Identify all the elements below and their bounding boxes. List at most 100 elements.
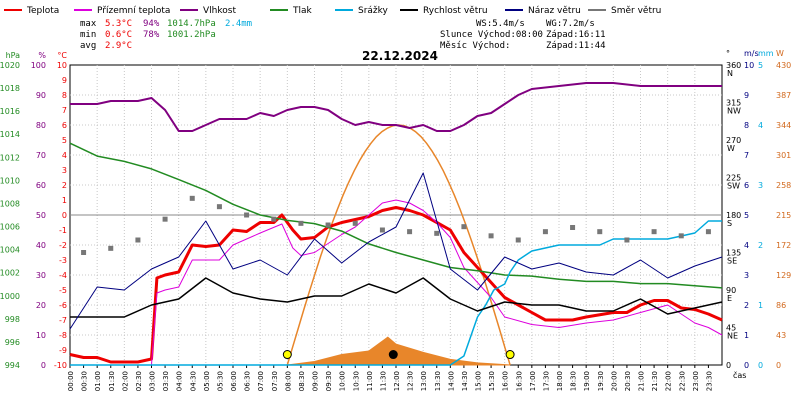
tick-wind: 0 [744,361,749,370]
wind-direction-point [461,224,467,230]
tick-temperature: -2 [59,241,67,250]
stats-temp: 2.9°C [105,41,132,51]
stats-label: avg [80,41,96,51]
wind-direction-point [515,237,521,243]
tick-solar: 344 [776,121,791,130]
tick-solar: 43 [776,331,786,340]
x-tick-label: 03:00 [149,371,157,391]
stats-panel: max 5.3°C 94% 1014.7hPa 2.4mm min 0.6°C 78% 1001… [80,19,606,51]
legend-label: Tlak [292,6,313,16]
left-axes: 1020101810161014101210101008100610041002… [0,51,67,370]
tick-wind: 5 [744,211,749,220]
wind-direction-point [325,222,331,228]
unit-direction: ° [726,49,730,58]
tick-wind: 8 [744,121,749,130]
tick-solar: 86 [776,301,786,310]
wind-direction-point [298,220,304,226]
tick-direction: 180 [726,211,741,220]
wind-direction-point [162,216,168,222]
tick-solar: 258 [776,181,791,190]
unit-wind: m/s [744,49,759,58]
legend-label: Rychlost větru [423,6,488,16]
stats-sun: Slunce Východ:08:00 [440,30,543,40]
tick-rain: 4 [758,121,763,130]
stats-pressure: 1001.2hPa [167,30,216,40]
sunrise-marker [282,350,292,360]
x-tick-label: 10:30 [352,371,360,391]
series-přízemní-teplota [70,199,723,366]
x-tick-label: 02:30 [135,371,143,391]
tick-rain: 2 [758,241,763,250]
tick-temperature: 8 [62,91,67,100]
tick-pressure: 1020 [0,61,20,70]
x-tick-label: 00:00 [67,371,75,391]
legend-label: Srážky [358,6,389,16]
tick-temperature: 10 [57,61,67,70]
x-tick-label: 03:30 [162,371,170,391]
tick-solar: 430 [776,61,791,70]
tick-solar: 172 [776,241,791,250]
series-teplota [69,206,723,364]
tick-percent: 100 [31,61,46,70]
x-tick-label: 20:00 [610,371,618,391]
compass-label: N [727,69,733,78]
time-axis: 00:00 00:30 01:00 01:30 02:00 02:30 03:00 03:30… [67,365,713,391]
unit-rain: mm [758,49,774,58]
unit-solar: W [776,49,784,58]
x-tick-label: 14:30 [461,371,469,391]
x-tick-label: 11:00 [366,371,374,391]
x-tick-label: 11:30 [379,371,387,391]
tick-temperature: 9 [62,76,67,85]
tick-pressure: 1012 [0,153,20,162]
x-tick-label: 16:30 [515,371,523,391]
tick-rain: 5 [758,61,763,70]
chart-title: 22.12.2024 [362,49,438,63]
tick-percent: 80 [36,121,46,130]
x-tick-label: 22:30 [678,371,686,391]
tick-direction: 135 [726,249,741,258]
x-tick-label: 01:30 [108,371,116,391]
compass-label: E [727,294,732,303]
x-tick-label: 23:30 [705,371,713,391]
tick-temperature: 2 [62,181,67,190]
wind-direction-point [379,227,385,233]
stats-sun-set: Západ:16:11 [546,30,606,40]
x-tick-label: 13:30 [434,371,442,391]
wind-direction-point [216,204,222,210]
stats-humidity: 78% [143,30,160,40]
series-vlhkost [70,82,722,132]
tick-wind: 3 [744,271,749,280]
x-tick-label: 17:30 [542,371,550,391]
tick-temperature: -8 [59,331,67,340]
tick-pressure: 1008 [0,199,20,208]
wind-direction-point [597,229,603,235]
wind-direction-point [271,216,277,222]
solar-radiation-area [287,336,511,366]
series-rychlost-větru [70,277,723,318]
x-tick-label: 13:00 [420,371,428,391]
tick-temperature: 7 [62,106,67,115]
stats-humidity: 94% [143,19,160,29]
x-tick-label: 18:00 [556,371,564,391]
unit-pressure: hPa [6,51,21,60]
tick-direction: 45 [726,324,736,333]
tick-direction: 225 [726,174,741,183]
legend-label: Vlhkost [203,6,236,16]
tick-percent: 10 [36,331,46,340]
tick-rain: 3 [758,181,763,190]
tick-percent: 0 [41,361,46,370]
x-tick-label: 07:30 [271,371,279,391]
unit-temperature: °C [57,51,67,60]
tick-temperature: 6 [62,121,67,130]
sunset-marker [505,350,515,360]
x-tick-label: 15:00 [475,371,483,391]
x-tick-label: 01:00 [94,371,102,391]
stats-moon-set: Západ:11:44 [546,41,606,51]
tick-percent: 40 [36,241,46,250]
stats-ws: WS:5.4m/s [476,19,525,29]
tick-wind: 9 [744,91,749,100]
compass-label: S [727,219,732,228]
tick-temperature: -6 [59,301,67,310]
